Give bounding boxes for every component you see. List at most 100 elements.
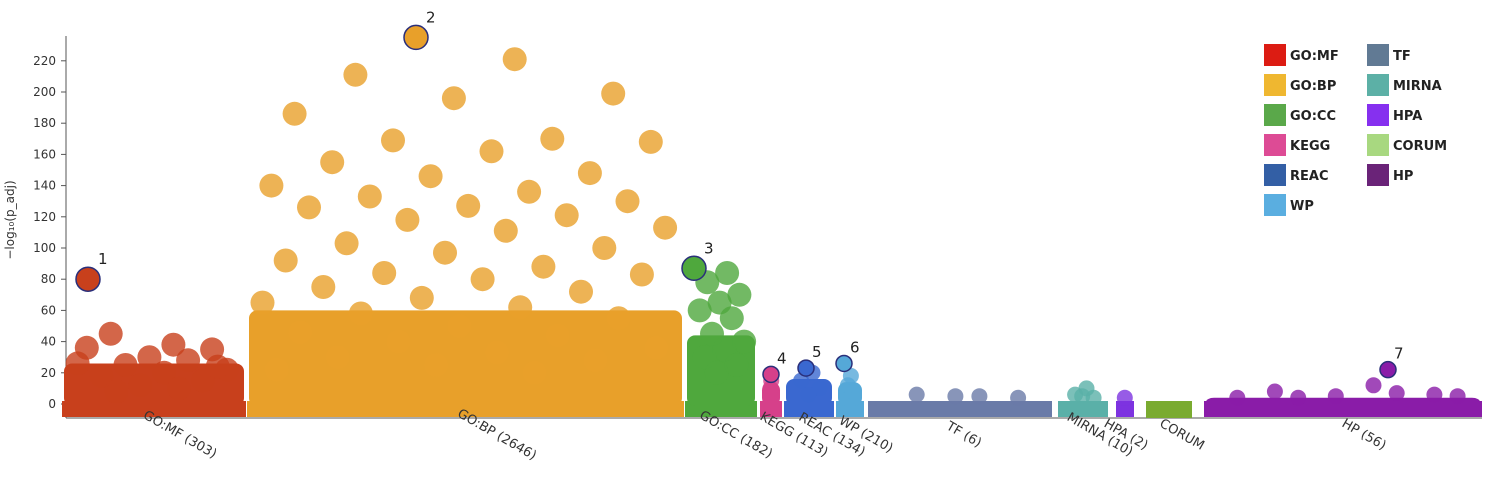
legend-swatch bbox=[1264, 194, 1286, 216]
data-point bbox=[606, 306, 631, 331]
legend-swatch bbox=[1264, 74, 1286, 96]
data-point bbox=[176, 348, 201, 373]
data-point bbox=[517, 179, 542, 204]
legend-label: CORUM bbox=[1393, 139, 1447, 154]
highlight-label: 5 bbox=[812, 343, 822, 361]
legend: GO:MF GO:BP GO:CC KEGG REAC WP TF MIRNA HPA CORUM… bbox=[1264, 44, 1447, 216]
data-point bbox=[1266, 383, 1283, 400]
data-point bbox=[250, 290, 275, 315]
data-point bbox=[1327, 388, 1344, 405]
legend-swatch bbox=[1264, 164, 1286, 186]
data-point bbox=[470, 267, 495, 292]
legend-swatch bbox=[1367, 44, 1389, 66]
highlight-label: 3 bbox=[704, 239, 714, 257]
legend-swatch bbox=[1367, 74, 1389, 96]
highlight-label: 6 bbox=[850, 338, 860, 356]
legend-label: HP bbox=[1393, 169, 1413, 184]
legend-swatch bbox=[1367, 164, 1389, 186]
data-point bbox=[601, 81, 626, 106]
data-point bbox=[971, 388, 988, 405]
data-point bbox=[348, 301, 373, 326]
legend-label: GO:BP bbox=[1290, 79, 1336, 94]
data-point bbox=[615, 189, 640, 214]
data-point bbox=[98, 321, 123, 346]
data-point bbox=[719, 306, 744, 331]
data-point bbox=[433, 240, 457, 265]
category-label: CORUM bbox=[1157, 416, 1207, 454]
data-point bbox=[311, 275, 336, 299]
data-point bbox=[638, 129, 663, 154]
category-label: TF (6) bbox=[943, 418, 984, 450]
data-point bbox=[409, 285, 434, 310]
data-point bbox=[395, 207, 420, 232]
y-axis-label: −log₁₀(p_adj) bbox=[3, 180, 17, 259]
data-point bbox=[479, 139, 504, 164]
data-point bbox=[152, 360, 177, 385]
data-point bbox=[724, 353, 749, 377]
data-point bbox=[508, 295, 533, 320]
data-point bbox=[264, 357, 289, 382]
y-tick-label: 200 bbox=[33, 85, 56, 99]
data-point bbox=[357, 184, 382, 209]
data-point bbox=[320, 150, 345, 175]
data-point bbox=[418, 164, 443, 189]
y-tick-label: 120 bbox=[33, 210, 56, 224]
y-tick-label: 220 bbox=[33, 54, 56, 68]
y-tick-label: 100 bbox=[33, 241, 56, 255]
y-tick-label: 20 bbox=[41, 366, 56, 380]
y-tick-label: 160 bbox=[33, 147, 56, 161]
highlighted-point bbox=[403, 24, 429, 51]
highlighted-point bbox=[762, 365, 780, 384]
data-point bbox=[456, 193, 481, 218]
category-cluster bbox=[870, 402, 1050, 406]
data-point bbox=[343, 62, 368, 87]
data-point bbox=[732, 329, 757, 354]
data-point bbox=[441, 86, 466, 111]
data-point bbox=[89, 363, 114, 388]
data-point bbox=[947, 388, 964, 405]
highlight-label: 4 bbox=[777, 349, 787, 367]
highlighted-point bbox=[835, 354, 853, 373]
data-point bbox=[704, 360, 729, 385]
category-label: HP (56) bbox=[1339, 416, 1388, 453]
data-points bbox=[65, 47, 1466, 406]
data-point bbox=[554, 203, 579, 228]
legend-swatch bbox=[1367, 104, 1389, 126]
data-point bbox=[1365, 377, 1382, 394]
legend-label: MIRNA bbox=[1393, 79, 1442, 94]
axes: 0 20 40 60 80 100 120 140 160 180 200 220 bbox=[33, 36, 1482, 419]
category-cluster bbox=[1206, 397, 1480, 406]
data-point bbox=[1290, 389, 1307, 406]
data-point bbox=[1116, 389, 1133, 406]
category-baseline bbox=[760, 401, 782, 417]
data-point bbox=[1229, 389, 1246, 406]
highlighted-point bbox=[681, 255, 707, 282]
legend-swatch bbox=[1264, 104, 1286, 126]
data-point bbox=[569, 279, 593, 304]
data-point bbox=[372, 261, 397, 285]
data-point bbox=[908, 386, 925, 403]
y-tick-label: 180 bbox=[33, 116, 56, 130]
highlight-label: 7 bbox=[1394, 345, 1404, 363]
data-point bbox=[800, 386, 817, 403]
legend-label: KEGG bbox=[1290, 139, 1330, 154]
corum-bar bbox=[1146, 402, 1192, 418]
data-point bbox=[259, 173, 284, 198]
data-point bbox=[65, 351, 90, 376]
data-point bbox=[167, 376, 191, 401]
legend-label: REAC bbox=[1290, 169, 1329, 184]
data-point bbox=[531, 254, 556, 279]
data-point bbox=[763, 386, 780, 403]
y-tick-label: 140 bbox=[33, 179, 56, 193]
y-tick-label: 80 bbox=[41, 272, 56, 286]
data-point bbox=[297, 195, 321, 220]
data-point bbox=[502, 47, 527, 72]
data-point bbox=[545, 323, 570, 348]
data-point bbox=[137, 345, 162, 370]
legend-swatch bbox=[1264, 44, 1286, 66]
data-point bbox=[653, 215, 678, 240]
legend-label: GO:CC bbox=[1290, 109, 1336, 124]
data-point bbox=[583, 348, 608, 373]
data-point bbox=[1074, 388, 1091, 405]
